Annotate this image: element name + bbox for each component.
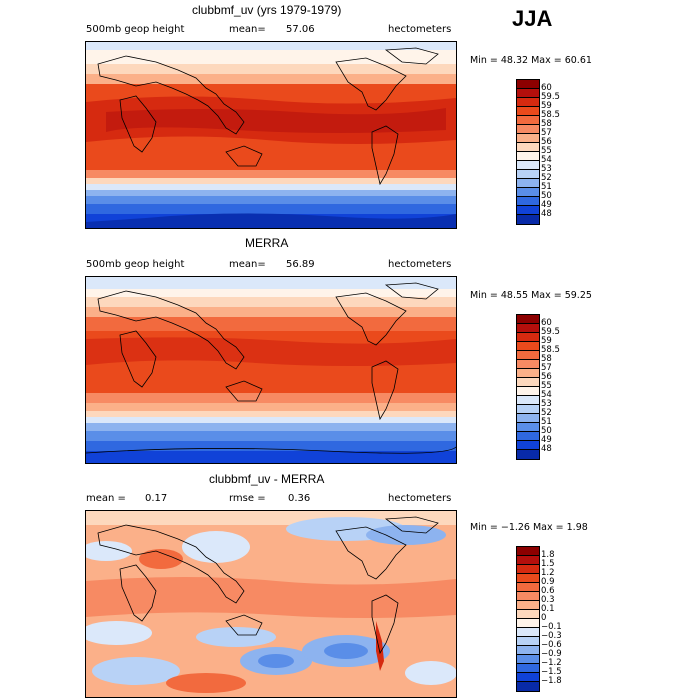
panel-2-title: MERRA [245, 236, 289, 250]
panel-1-cbar-label: 59 [541, 101, 552, 111]
panel-3-contour-field [86, 511, 456, 697]
panel-3-rmse-value: 0.36 [288, 493, 311, 504]
panel-3-cbar-label: 0.9 [541, 577, 555, 587]
panel-3-cbar-label: 0.3 [541, 595, 555, 605]
panel-2-cbar-label: 59.5 [541, 327, 560, 337]
panel-2-mean-value: 56.89 [286, 259, 315, 270]
panel-3-rmse-label: rmse = [229, 493, 266, 504]
panel-1-cbar-label: 54 [541, 155, 552, 165]
panel-2-cbar-label: 60 [541, 318, 552, 328]
panel-3-cbar-label: −0.6 [541, 640, 562, 650]
season-label: JJA [512, 6, 553, 31]
panel-1-cbar-label: 58 [541, 119, 552, 129]
panel-2-cbar-label: 50 [541, 426, 552, 436]
panel-1-map [85, 41, 457, 229]
panel-2-cbar-label: 51 [541, 417, 552, 427]
panel-1-cbar-label: 48 [541, 209, 552, 219]
panel-1-mean-label: mean= [229, 24, 266, 35]
panel-2-cbar-label: 48 [541, 444, 552, 454]
panel-1-contour-field [86, 42, 456, 228]
panel-2-minmax: Min = 48.55 Max = 59.25 [470, 290, 592, 301]
panel-1-cbar-label: 58.5 [541, 110, 560, 120]
panel-2-cbar-label: 49 [541, 435, 552, 445]
panel-1-cbar-label: 52 [541, 173, 552, 183]
panel-1-mean-value: 57.06 [286, 24, 315, 35]
panel-1-colorbar [516, 79, 540, 225]
panel-1-cbar-label: 49 [541, 200, 552, 210]
panel-2-map [85, 276, 457, 464]
panel-2-colorbar [516, 314, 540, 460]
panel-3-mean-label: mean = [86, 493, 126, 504]
panel-3-cbar-label: 1.2 [541, 568, 555, 578]
panel-2-units: hectometers [388, 259, 452, 270]
panel-2-cbar-label: 58.5 [541, 345, 560, 355]
panel-3-units: hectometers [388, 493, 452, 504]
panel-3-mean-value: 0.17 [145, 493, 168, 504]
panel-1-minmax: Min = 48.32 Max = 60.61 [470, 55, 592, 66]
panel-1-cbar-label: 57 [541, 128, 552, 138]
panel-3-cbar-label: −0.3 [541, 631, 562, 641]
panel-3-cbar-label: −0.9 [541, 649, 562, 659]
panel-1-cbar-label: 59.5 [541, 92, 560, 102]
panel-3-cbar-label: 1.8 [541, 550, 555, 560]
panel-2-variable: 500mb geop height [86, 259, 185, 270]
panel-2-cbar-label: 56 [541, 372, 552, 382]
panel-3-map [85, 510, 457, 698]
panel-1-cbar-label: 60 [541, 83, 552, 93]
panel-1-variable: 500mb geop height [86, 24, 185, 35]
panel-3-title: clubbmf_uv - MERRA [209, 472, 325, 486]
panel-2-cbar-label: 53 [541, 399, 552, 409]
panel-3-cbar-label: −1.8 [541, 676, 562, 686]
panel-1-cbar-label: 55 [541, 146, 552, 156]
panel-3-colorbar [516, 546, 540, 692]
panel-2-mean-label: mean= [229, 259, 266, 270]
panel-1-cbar-label: 51 [541, 182, 552, 192]
panel-1-cbar-label: 50 [541, 191, 552, 201]
panel-1-cbar-label: 53 [541, 164, 552, 174]
panel-3-cbar-label: 0 [541, 613, 547, 623]
panel-2-cbar-label: 57 [541, 363, 552, 373]
panel-3-cbar-label: −1.2 [541, 658, 562, 668]
panel-2-cbar-label: 54 [541, 390, 552, 400]
panel-2-cbar-label: 55 [541, 381, 552, 391]
panel-3-cbar-label: −1.5 [541, 667, 562, 677]
panel-2-contour-field [86, 277, 456, 463]
panel-3-cbar-label: 0.6 [541, 586, 555, 596]
panel-2-cbar-label: 52 [541, 408, 552, 418]
panel-1-cbar-label: 56 [541, 137, 552, 147]
panel-3-minmax: Min = −1.26 Max = 1.98 [470, 522, 588, 533]
panel-1-units: hectometers [388, 24, 452, 35]
panel-3-cbar-label: −0.1 [541, 622, 562, 632]
panel-3-cbar-label: 1.5 [541, 559, 555, 569]
panel-2-cbar-label: 59 [541, 336, 552, 346]
panel-1-title: clubbmf_uv (yrs 1979-1979) [192, 3, 342, 17]
panel-3-cbar-label: 0.1 [541, 604, 555, 614]
panel-2-cbar-label: 58 [541, 354, 552, 364]
